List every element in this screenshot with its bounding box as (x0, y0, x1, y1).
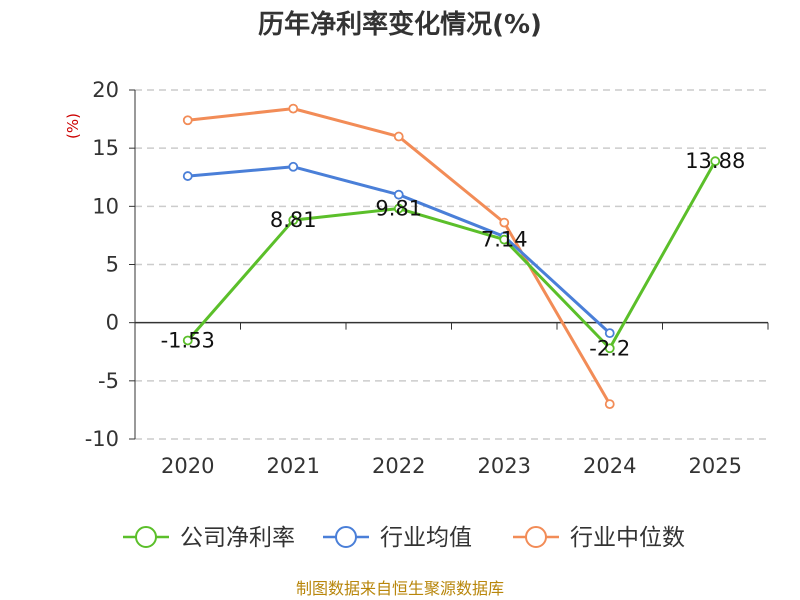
data-point (288, 103, 299, 114)
data-point (604, 343, 615, 354)
data-label: -1.53 (161, 328, 215, 352)
legend-label: 行业中位数 (570, 525, 685, 551)
series-line-0 (186, 160, 717, 350)
series-line-2 (187, 107, 612, 405)
y-tick-label: -10 (85, 427, 119, 451)
data-label: 8.81 (270, 208, 317, 232)
data-point (710, 156, 721, 167)
y-axis-label: (%) (64, 113, 82, 139)
source-note: 制图数据来自恒生聚源数据库 (296, 579, 504, 598)
data-point (288, 161, 299, 172)
legend[interactable]: 公司净利率 行业均值 行业中位数 (123, 525, 685, 551)
gridlines (135, 89, 768, 440)
axes: 20 15 10 5 0 -5 -10 2020 2021 2022 2023 2024 2025 (85, 78, 769, 478)
legend-item-1[interactable]: 行业均值 (323, 525, 472, 551)
data-point (393, 189, 404, 200)
data-point (288, 215, 299, 226)
data-point (393, 131, 404, 142)
x-tick-label: 2021 (267, 454, 320, 478)
legend-label: 行业均值 (380, 525, 472, 551)
y-tick-label: -5 (98, 369, 119, 393)
x-tick-label: 2020 (161, 454, 214, 478)
data-label: 9.81 (375, 197, 422, 221)
data-point (182, 171, 193, 181)
x-tick-label: 2023 (478, 454, 531, 478)
data-label: -2.2 (589, 336, 630, 360)
y-tick-label: 20 (92, 78, 119, 102)
legend-marker (335, 526, 357, 548)
legend-item-0[interactable]: 公司净利率 (123, 525, 295, 551)
data-point (182, 115, 193, 126)
x-tick-label: 2022 (372, 454, 425, 478)
data-label: 7.14 (481, 228, 528, 252)
y-tick-label: 15 (92, 136, 119, 160)
data-label: 13.88 (685, 149, 745, 173)
data-point (182, 335, 193, 346)
y-tick-label: 5 (106, 253, 119, 277)
y-tick-label: 0 (106, 311, 119, 335)
data-labels: -1.53 8.81 9.81 7.14 -2.2 13.88 (161, 149, 746, 360)
y-tick-label: 10 (92, 194, 119, 218)
chart-title: 历年净利率变化情况(%) (258, 9, 542, 40)
legend-marker (135, 526, 157, 548)
legend-marker (525, 526, 547, 548)
legend-item-2[interactable]: 行业中位数 (513, 525, 685, 551)
x-tick-label: 2025 (689, 454, 742, 478)
data-point (604, 399, 615, 410)
data-point (499, 217, 510, 228)
legend-label: 公司净利率 (180, 525, 295, 551)
data-point (499, 234, 510, 245)
series-group (182, 103, 721, 410)
data-point (604, 328, 615, 339)
data-point (393, 203, 404, 214)
x-tick-label: 2024 (583, 454, 636, 478)
